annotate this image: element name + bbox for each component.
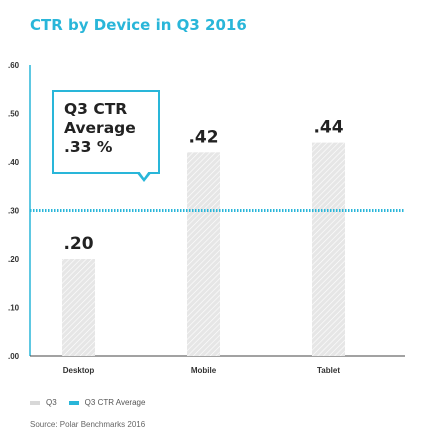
y-tick-label: .50 [8,110,20,119]
y-tick-label: .40 [8,158,20,167]
callout-line-2: Average [64,119,136,137]
x-tick-label-tablet: Tablet [317,366,340,375]
x-tick-label-mobile: Mobile [191,366,217,375]
y-tick-label: .10 [8,304,20,313]
legend-label-average: Q3 CTR Average [84,398,146,407]
legend-swatch-average [68,400,79,405]
callout-tail-inner [139,171,149,178]
y-tick-label: .60 [8,61,20,70]
data-label-tablet: .44 [313,118,343,138]
legend-item-q3: Q3 [30,398,57,407]
data-label-desktop: .20 [63,234,93,254]
source-note: Source: Polar Benchmarks 2016 [30,420,146,429]
chart-title: CTR by Device in Q3 2016 [30,16,247,34]
callout-line-1: Q3 CTR [64,100,128,118]
x-tick-label-desktop: Desktop [63,366,95,375]
legend: Q3 Q3 CTR Average [30,398,157,407]
callout-text: Q3 CTR Average .33 % [64,100,154,157]
y-tick-label: .00 [8,352,20,361]
bar-mobile [187,152,220,356]
legend-swatch-q3 [30,400,40,405]
chart-svg: .00 .10 .20 .30 .40 .50 .60 .20 Desktop .42 Mobile… [8,61,405,375]
bar-tablet [312,142,345,356]
y-tick-label: .20 [8,255,20,264]
legend-label-q3: Q3 [46,398,57,407]
bar-desktop [62,259,95,356]
y-tick-label: .30 [8,207,20,216]
plot-area: .00 .10 .20 .30 .40 .50 .60 .20 Desktop .42 Mobile… [8,61,405,375]
callout-line-3: .33 % [64,138,113,156]
data-label-mobile: .42 [188,127,218,147]
callout-box [52,90,160,174]
legend-item-average: Q3 CTR Average [68,398,146,407]
